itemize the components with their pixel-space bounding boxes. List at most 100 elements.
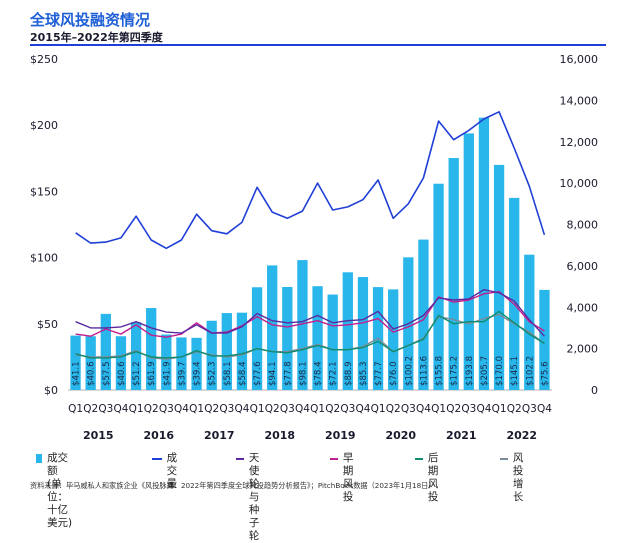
bar-value-label: $72.1	[329, 361, 339, 386]
right-axis-tick-label: 0	[591, 384, 598, 397]
volume-bar	[146, 308, 157, 390]
volume-bar	[251, 287, 263, 390]
volume-bar	[312, 286, 323, 390]
bar-value-label: $77.6	[253, 361, 263, 386]
volume-bar	[327, 294, 338, 390]
volume-bar	[176, 337, 187, 390]
right-axis-tick-label: 6,000	[567, 260, 599, 273]
bar-value-label: $76.0	[389, 361, 399, 386]
right-axis-tick-label: 8,000	[567, 219, 599, 232]
early-vc-line	[75, 291, 545, 338]
volume-bar	[388, 289, 399, 390]
legend-item-early-vc: 早期风投	[330, 452, 363, 504]
legend-swatch-angel-seed	[236, 458, 244, 460]
source-note: 资料来源：毕马威私人和家族企业《风投脉搏：2022年第四季度全球风投趋势分析报告…	[30, 481, 436, 490]
bar-value-label: $205.7	[480, 356, 490, 386]
bar-value-label: $94.1	[268, 361, 278, 386]
year-label: 2018	[264, 429, 295, 442]
bar-value-label: $170.0	[495, 356, 505, 386]
quarter-tick-label: Q2	[325, 403, 340, 415]
chart-canvas: $0 $50 $100 $150 $200 $250 0 2,000 4,000 6,000 8,…	[30, 53, 599, 442]
left-axis-tick-label: $50	[37, 318, 58, 331]
volume-bar	[282, 286, 293, 390]
volume-bar	[433, 183, 444, 390]
quarter-tick-label: Q1	[68, 403, 83, 415]
bar-value-label: $39.7	[177, 361, 187, 386]
bar-value-label: $85.3	[359, 361, 369, 386]
legend-label-deal-count: 成交量	[166, 452, 178, 490]
left-axis-tick-label: $0	[44, 384, 58, 397]
quarter-tick-label: Q3	[159, 403, 174, 415]
quarter-tick-label: Q3	[522, 403, 537, 415]
quarter-tick-label: Q4	[476, 403, 491, 415]
quarter-tick-label: Q2	[83, 403, 98, 415]
bar-value-label: $98.1	[298, 361, 308, 386]
volume-bar	[85, 336, 96, 390]
bar-value-label: $58.4	[238, 361, 248, 386]
legend-swatch-growth-vc	[500, 458, 508, 460]
left-axis-tick-label: $250	[30, 53, 58, 66]
bar-value-label: $51.2	[132, 361, 142, 386]
quarter-labels: Q1 Q2 Q3 Q4 Q1 Q2 Q3 Q4 Q1 Q2 Q3 Q4 Q1 Q2 Q3 Q4 Q1 Q2 Q3 Q4…	[68, 403, 552, 415]
quarter-tick-label: Q1	[250, 403, 265, 415]
year-label: 2017	[204, 429, 235, 442]
bar-series	[70, 117, 550, 390]
legend-label-angel-seed: 天使轮与 种子轮	[248, 452, 260, 542]
quarter-tick-label: Q2	[265, 403, 280, 415]
quarter-tick-label: Q4	[113, 403, 128, 415]
quarter-tick-label: Q2	[446, 403, 461, 415]
quarter-tick-label: Q4	[355, 403, 370, 415]
angel-seed-line	[75, 289, 545, 337]
left-axis-tick-label: $200	[30, 119, 58, 132]
quarter-tick-label: Q1	[189, 403, 204, 415]
bar-value-label: $77.8	[283, 361, 293, 386]
volume-bar	[297, 260, 308, 390]
right-axis-tick-label: 2,000	[567, 343, 599, 356]
bar-value-label: $39.4	[193, 361, 203, 386]
legend-label-early-vc: 早期风投	[342, 452, 354, 503]
left-axis-tick-label: $100	[30, 252, 58, 265]
quarter-tick-label: Q3	[219, 403, 234, 415]
deal-count-line	[75, 111, 546, 250]
bar-value-label: $175.2	[450, 356, 460, 386]
quarter-tick-label: Q1	[129, 403, 144, 415]
quarter-tick-label: Q2	[144, 403, 159, 415]
volume-bar	[493, 164, 505, 390]
quarter-tick-label: Q1	[431, 403, 446, 415]
legend-swatch-late-vc	[415, 458, 423, 460]
line-series	[75, 111, 546, 360]
volume-bar	[115, 336, 127, 390]
quarter-tick-label: Q1	[492, 403, 507, 415]
quarter-tick-label: Q3	[401, 403, 416, 415]
quarter-tick-label: Q4	[295, 403, 310, 415]
legend-swatch-deal-count	[152, 458, 162, 460]
title-divider	[30, 44, 606, 46]
volume-bar	[70, 335, 81, 390]
right-axis-tick-label: 14,000	[560, 94, 599, 107]
bar-value-label: $193.8	[465, 356, 475, 386]
quarter-tick-label: Q4	[537, 403, 552, 415]
bar-value-label: $88.9	[344, 361, 354, 386]
quarter-tick-label: Q4	[174, 403, 189, 415]
quarter-tick-label: Q2	[507, 403, 522, 415]
bar-value-label: $41.1	[72, 361, 82, 386]
legend-item-volume: 成交额 (单位：十亿美元)	[36, 452, 78, 530]
volume-bar	[267, 265, 278, 390]
year-label: 2016	[143, 429, 174, 442]
bar-value-label: $61.9	[147, 361, 157, 386]
volume-bar	[236, 312, 248, 390]
quarter-tick-label: Q4	[416, 403, 431, 415]
quarter-tick-label: Q1	[371, 403, 386, 415]
legend-item-growth-vc: 风投增长	[500, 452, 533, 504]
bar-labels: $41.1 $40.6 $57.5 $40.6 $51.2 $61.9 $41.9 $39.7…	[72, 356, 551, 386]
right-axis-tick-label: 10,000	[560, 177, 599, 190]
right-axis: 0 2,000 4,000 6,000 8,000 10,000 12,000 14,000 1…	[560, 53, 599, 397]
year-label: 2019	[325, 429, 356, 442]
volume-bar	[100, 313, 111, 390]
quarter-tick-label: Q1	[310, 403, 325, 415]
legend-item-late-vc: 后期风投	[415, 452, 448, 504]
volume-bar	[130, 322, 142, 390]
volume-bar	[539, 289, 550, 390]
left-axis-tick-label: $150	[30, 185, 58, 198]
volume-bar	[342, 272, 353, 390]
